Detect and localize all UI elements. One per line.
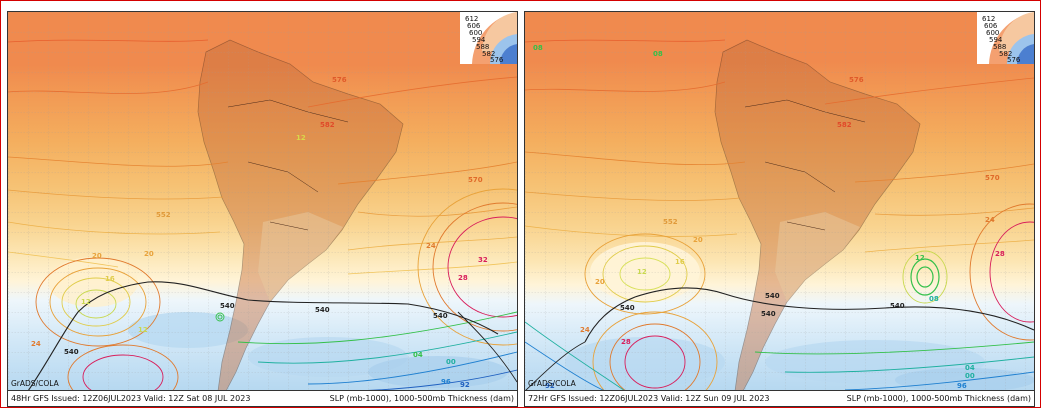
legend-value: 600 (469, 29, 482, 37)
contour-label: 24 (31, 340, 41, 348)
contour-label: 20 (144, 250, 154, 258)
contour-label: 04 (965, 364, 975, 372)
contour-label: 570 (468, 176, 483, 184)
forecast-validity-text: 72Hr GFS Issued: 12Z06JUL2023 Valid: 12Z… (528, 394, 770, 403)
legend-value: 606 (467, 22, 481, 30)
legend-value: 594 (989, 36, 1003, 44)
contour-label: 576 (332, 76, 347, 84)
legend-value: 588 (993, 43, 1006, 51)
contour-label: 12 (81, 298, 91, 306)
contour-label: 582 (837, 121, 852, 129)
contour-label: 570 (985, 174, 1000, 182)
contour-label: 540 (761, 310, 776, 318)
contour-label: 20 (92, 252, 102, 260)
map-panel-48hr: 612 606 600 594 588 582 576 540 540 540 … (7, 11, 518, 407)
legend-value: 600 (986, 29, 999, 37)
contour-label: 28 (458, 274, 468, 282)
contour-label: 00 (446, 358, 456, 366)
contour-label: 24 (580, 326, 590, 334)
panel-footer: 48Hr GFS Issued: 12Z06JUL2023 Valid: 12Z… (8, 390, 517, 406)
contour-label: 540 (765, 292, 780, 300)
legend-value-612: 612 (465, 15, 478, 23)
contour-label: 28 (621, 338, 631, 346)
contour-label: 12 (296, 134, 306, 142)
thickness-legend: 612 606 600 594 588 582 576 (977, 12, 1034, 64)
contour-label: 20 (693, 236, 703, 244)
grads-credit: GrADS/COLA (528, 379, 576, 388)
contour-label: 20 (595, 278, 605, 286)
contour-label: 540 (890, 302, 905, 310)
field-description-text: SLP (mb-1000), 1000-500mb Thickness (dam… (846, 394, 1031, 403)
map-panel-72hr: 612 606 600 594 588 582 576 540 540 540 … (524, 11, 1035, 407)
contour-label: 552 (156, 211, 171, 219)
legend-value-612: 612 (982, 15, 995, 23)
contour-label: 576 (849, 76, 864, 84)
legend-value: 588 (476, 43, 489, 51)
contour-label: 92 (545, 382, 555, 390)
thickness-legend: 612 606 600 594 588 582 576 (460, 12, 517, 64)
contour-label: 32 (478, 256, 488, 264)
contour-label: 552 (663, 218, 678, 226)
contour-label: 08 (533, 44, 543, 52)
legend-value: 582 (999, 50, 1012, 58)
thickness-540-line (584, 287, 1034, 343)
contour-label: 96 (441, 378, 451, 386)
contour-label: 540 (433, 312, 448, 320)
legend-value: 582 (482, 50, 495, 58)
contour-label: 540 (64, 348, 79, 356)
legend-value: 606 (984, 22, 998, 30)
forecast-validity-text: 48Hr GFS Issued: 12Z06JUL2023 Valid: 12Z… (11, 394, 251, 403)
legend-value: 576 (490, 56, 504, 64)
contour-label: 582 (320, 121, 335, 129)
contour-label: 24 (985, 216, 995, 224)
contour-label: 04 (413, 351, 423, 359)
contour-label: 00 (965, 372, 975, 380)
forecast-map-72hr: 612 606 600 594 588 582 576 540 540 540 … (525, 12, 1034, 391)
contour-label: 16 (105, 275, 115, 283)
contour-label: 08 (653, 50, 663, 58)
contour-label: 12 (637, 268, 647, 276)
panel-footer: 72Hr GFS Issued: 12Z06JUL2023 Valid: 12Z… (525, 390, 1034, 406)
contour-label: 08 (929, 295, 939, 303)
legend-value: 576 (1007, 56, 1021, 64)
grads-credit: GrADS/COLA (11, 379, 59, 388)
contour-label: 12 (138, 326, 148, 334)
legend-value: 594 (472, 36, 486, 44)
contour-label: 96 (957, 382, 967, 390)
contour-label: 28 (995, 250, 1005, 258)
contour-label: 16 (675, 258, 685, 266)
contour-label: 540 (220, 302, 235, 310)
contour-label: 540 (315, 306, 330, 314)
contour-label: 12 (915, 254, 925, 262)
thickness-540-line (27, 281, 499, 391)
forecast-map-48hr: 612 606 600 594 588 582 576 540 540 540 … (8, 12, 517, 391)
contour-label: 540 (620, 304, 635, 312)
contour-label: 24 (426, 242, 436, 250)
field-description-text: SLP (mb-1000), 1000-500mb Thickness (dam… (329, 394, 514, 403)
contour-label: 92 (460, 381, 470, 389)
